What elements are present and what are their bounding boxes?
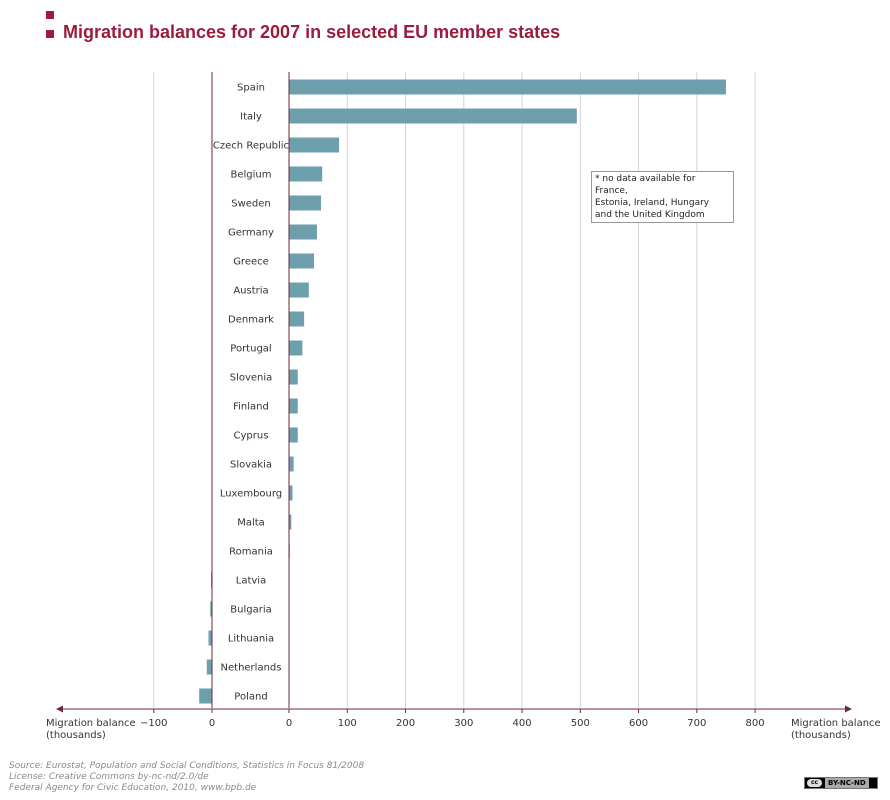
bar	[289, 369, 298, 385]
category-label: Finland	[233, 402, 269, 413]
bar	[210, 601, 212, 617]
x-tick-label: 300	[454, 718, 473, 729]
note-line: * no data available for France,	[595, 174, 696, 196]
category-label: Portugal	[230, 344, 271, 355]
publisher-text: Federal Agency for Civic Education, 2010…	[9, 783, 257, 793]
category-label: Sweden	[231, 199, 271, 210]
x-tick-label: 0	[209, 718, 215, 729]
category-label: Germany	[228, 228, 274, 239]
cc-license-badge[interactable]: cc BY-NC-ND	[804, 777, 878, 789]
category-label: Netherlands	[221, 663, 282, 674]
note-line: and the United Kingdom	[595, 210, 705, 220]
x-tick-label: 800	[746, 718, 765, 729]
bar	[289, 514, 292, 530]
category-label: Spain	[237, 83, 265, 94]
right-axis-label-line: (thousands)	[791, 730, 851, 741]
x-tick-label: 0	[286, 718, 292, 729]
category-label: Denmark	[228, 315, 274, 326]
bar	[289, 398, 298, 414]
page-title: Migration balances for 2007 in selected …	[63, 22, 561, 42]
bar	[289, 456, 294, 472]
left-axis-label-line: Migration balance	[46, 718, 136, 729]
no-data-note: * no data available for France, Estonia,…	[591, 171, 734, 223]
title-decor-square	[46, 30, 54, 38]
bar	[289, 79, 726, 95]
category-label: Luxembourg	[220, 489, 282, 500]
category-label: Lithuania	[228, 634, 274, 645]
category-label: Belgium	[231, 170, 272, 181]
bar	[289, 166, 323, 182]
category-label: Slovakia	[230, 460, 272, 471]
x-tick-label: 500	[571, 718, 590, 729]
bar	[289, 485, 293, 501]
bar	[289, 137, 340, 153]
category-label: Slovenia	[230, 373, 273, 384]
right-axis-label-line: Migration balance	[791, 718, 881, 729]
bar	[289, 253, 315, 269]
x-tick-label: 400	[512, 718, 531, 729]
cc-icon: cc	[807, 779, 822, 787]
x-tick-label: −100	[140, 718, 167, 729]
category-label: Italy	[240, 112, 262, 123]
bar	[289, 427, 298, 443]
right-arrow-icon	[845, 705, 852, 713]
category-label: Bulgaria	[230, 605, 271, 616]
left-axis-label: Migration balance (thousands)	[46, 718, 136, 742]
source-text: Source: Eurostat, Population and Social …	[9, 761, 365, 771]
category-label: Greece	[233, 257, 269, 268]
cc-badge-text: BY-NC-ND	[825, 778, 869, 788]
x-tick-label: 600	[629, 718, 648, 729]
x-tick-label: 200	[396, 718, 415, 729]
bar	[289, 195, 322, 211]
bar	[289, 340, 303, 356]
bar	[289, 282, 309, 298]
title-decor-square-top	[46, 11, 54, 19]
bar	[208, 630, 212, 646]
category-label: Romania	[229, 547, 273, 558]
bar	[289, 108, 577, 124]
note-line: Estonia, Ireland, Hungary	[595, 198, 710, 208]
right-axis-label: Migration balance (thousands)	[791, 718, 881, 742]
category-label: Austria	[233, 286, 268, 297]
bar	[206, 659, 212, 675]
category-label: Malta	[237, 518, 265, 529]
source-notes: Source: Eurostat, Population and Social …	[9, 761, 364, 794]
category-label: Cyprus	[234, 431, 269, 442]
left-axis-label-line: (thousands)	[46, 730, 106, 741]
bar	[289, 224, 317, 240]
category-label: Czech Republic	[213, 141, 289, 152]
category-label: Poland	[234, 692, 267, 703]
bar	[289, 311, 305, 327]
x-tick-label: 700	[687, 718, 706, 729]
license-text: License: Creative Commons by-nc-nd/2.0/d…	[9, 772, 209, 782]
bar	[199, 688, 212, 704]
x-tick-label: 100	[338, 718, 357, 729]
left-arrow-icon	[56, 705, 63, 713]
category-label: Latvia	[236, 576, 266, 587]
